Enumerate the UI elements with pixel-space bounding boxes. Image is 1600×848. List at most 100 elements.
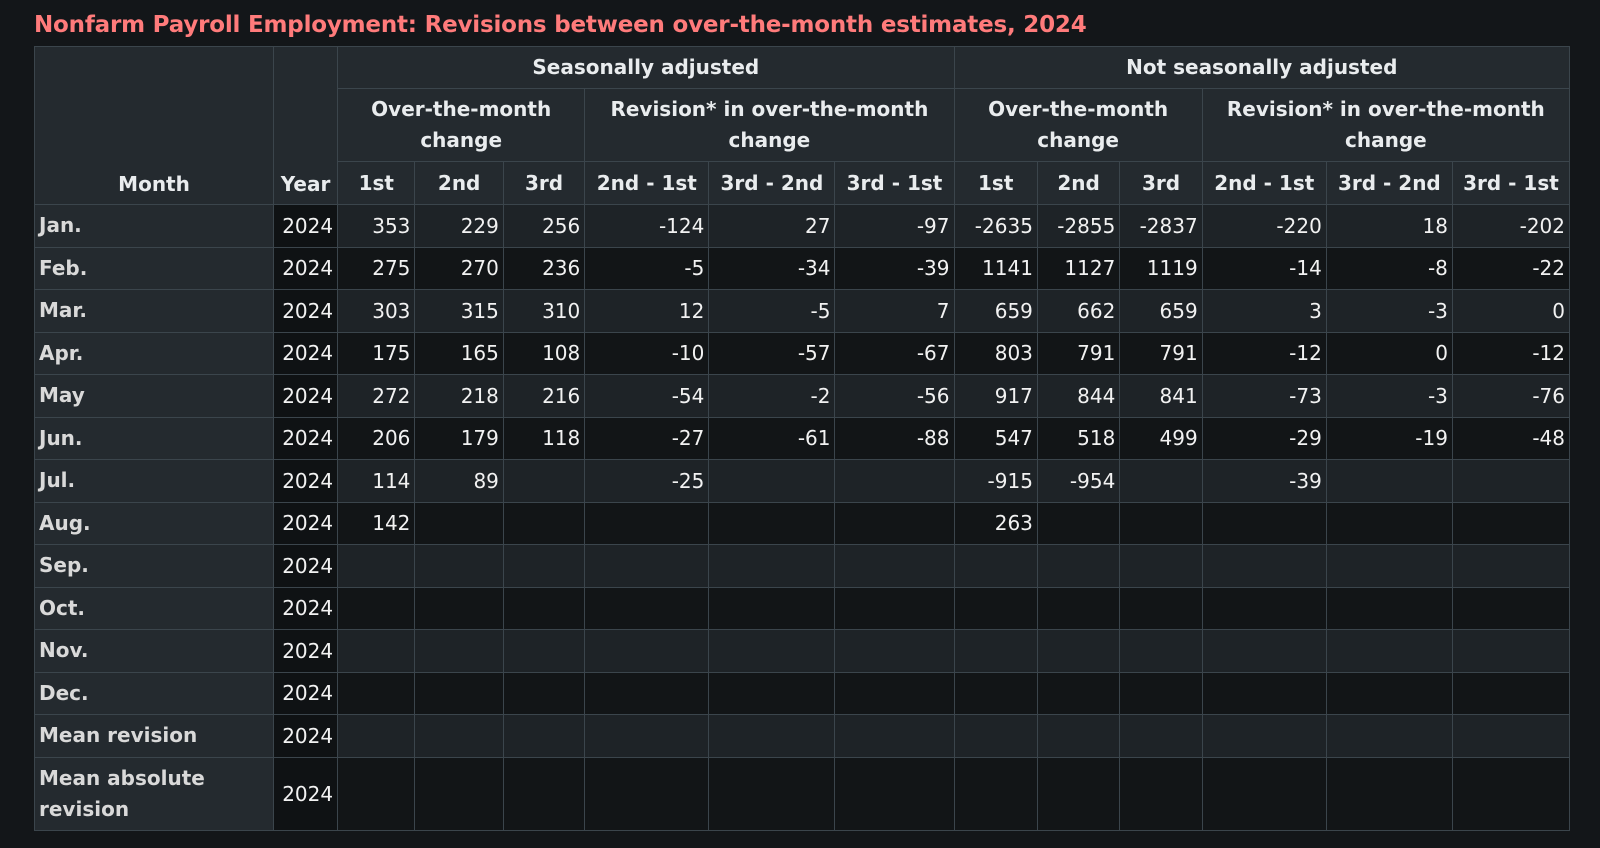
cell-sa-2 <box>414 501 504 545</box>
cell-sa-rev-3 <box>834 756 955 831</box>
cell-nsa-rev-3: 0 <box>1451 289 1571 333</box>
cell-sa-rev-1 <box>584 544 710 588</box>
cell-nsa-rev-2 <box>1325 586 1453 630</box>
cell-nsa-1 <box>953 671 1038 715</box>
cell-nsa-1: 1141 <box>953 246 1038 290</box>
cell-sa-rev-2: -57 <box>708 331 836 375</box>
cell-nsa-2: 662 <box>1036 289 1121 333</box>
cell-sa-3 <box>502 756 586 831</box>
cell-month: Mean revision <box>33 714 275 758</box>
subgroup-header-sa-revision: Revision* in over-the-month change <box>584 88 955 162</box>
cell-nsa-rev-2: -19 <box>1325 416 1453 460</box>
cell-nsa-rev-2: -8 <box>1325 246 1453 290</box>
cell-sa-1: 353 <box>337 204 416 248</box>
cell-nsa-rev-1 <box>1201 714 1327 758</box>
cell-nsa-rev-3 <box>1451 629 1571 673</box>
cell-sa-rev-1: 12 <box>584 289 710 333</box>
cell-nsa-rev-2: -3 <box>1325 289 1453 333</box>
header-row-subgroups: Over-the-month change Revision* in over-… <box>35 88 1571 162</box>
cell-sa-rev-2 <box>708 671 836 715</box>
cell-nsa-2 <box>1036 501 1121 545</box>
table-row: Mar. 2024 303 315 310 12 -5 7 659 662 659 3 -3 0 <box>33 289 1571 333</box>
cell-month: Mar. <box>33 289 275 333</box>
cell-nsa-2: 518 <box>1036 416 1121 460</box>
cell-nsa-rev-3 <box>1451 544 1571 588</box>
cell-nsa-1: 263 <box>953 501 1038 545</box>
cell-sa-1 <box>337 544 416 588</box>
cell-sa-rev-2 <box>708 629 836 673</box>
cell-sa-rev-3 <box>834 629 955 673</box>
cell-nsa-rev-3 <box>1451 714 1571 758</box>
column-header-sa-rev-2nd-1st: 2nd - 1st <box>584 161 710 205</box>
column-header-sa-1st: 1st <box>337 161 416 205</box>
cell-nsa-rev-2 <box>1325 459 1453 503</box>
cell-sa-rev-3 <box>834 714 955 758</box>
table-row: Dec. 2024 <box>33 671 1571 715</box>
cell-sa-2 <box>414 544 504 588</box>
cell-nsa-rev-2 <box>1325 756 1453 831</box>
cell-sa-rev-3 <box>834 544 955 588</box>
cell-sa-1 <box>337 756 416 831</box>
cell-nsa-3: 791 <box>1119 331 1203 375</box>
cell-nsa-rev-3: -76 <box>1451 374 1571 418</box>
cell-sa-rev-1: -25 <box>584 459 710 503</box>
cell-nsa-1: -2635 <box>953 204 1038 248</box>
table-row: Sep. 2024 <box>33 544 1571 588</box>
table-row: Apr. 2024 175 165 108 -10 -57 -67 803 791 791 -12 0-… <box>33 331 1571 375</box>
cell-nsa-1: 659 <box>953 289 1038 333</box>
cell-nsa-rev-3 <box>1451 501 1571 545</box>
cell-nsa-2 <box>1036 544 1121 588</box>
cell-sa-rev-1: -124 <box>584 204 710 248</box>
cell-year: 2024 <box>273 416 339 460</box>
cell-sa-3: 236 <box>502 246 586 290</box>
cell-nsa-1: 803 <box>953 331 1038 375</box>
cell-nsa-rev-2: 0 <box>1325 331 1453 375</box>
cell-nsa-3 <box>1119 714 1203 758</box>
cell-sa-rev-3: -67 <box>834 331 955 375</box>
cell-sa-rev-1 <box>584 501 710 545</box>
cell-year: 2024 <box>273 756 339 831</box>
cell-sa-rev-1: -54 <box>584 374 710 418</box>
cell-nsa-2 <box>1036 586 1121 630</box>
cell-nsa-rev-2 <box>1325 629 1453 673</box>
cell-sa-3 <box>502 459 586 503</box>
cell-year: 2024 <box>273 331 339 375</box>
table-row: Jan. 2024 353 229 256 -124 27 -97 -2635 -2855 -283… <box>33 204 1571 248</box>
subgroup-header-nsa-otm-change: Over-the-month change <box>953 88 1203 162</box>
cell-month: Jan. <box>33 204 275 248</box>
cell-month: Jul. <box>33 459 275 503</box>
cell-sa-rev-1: -27 <box>584 416 710 460</box>
cell-sa-2 <box>414 586 504 630</box>
cell-sa-1 <box>337 714 416 758</box>
cell-sa-3: 256 <box>502 204 586 248</box>
cell-nsa-rev-2 <box>1325 671 1453 715</box>
cell-year: 2024 <box>273 629 339 673</box>
cell-sa-rev-3: 7 <box>834 289 955 333</box>
cell-sa-rev-2 <box>708 459 836 503</box>
cell-nsa-3: 659 <box>1119 289 1203 333</box>
cell-sa-1: 114 <box>337 459 416 503</box>
cell-sa-2: 179 <box>414 416 504 460</box>
cell-nsa-3 <box>1119 586 1203 630</box>
cell-sa-2: 165 <box>414 331 504 375</box>
cell-nsa-rev-3: -202 <box>1451 204 1571 248</box>
header-row-columns: 1st 2nd 3rd 2nd - 1st 3rd - 2nd 3rd - 1s… <box>35 161 1571 205</box>
cell-sa-3 <box>502 501 586 545</box>
cell-sa-3: 108 <box>502 331 586 375</box>
cell-sa-rev-3: -97 <box>834 204 955 248</box>
cell-sa-rev-2 <box>708 756 836 831</box>
table-body: Jan. 2024 353 229 256 -124 27 -97 -2635 -2855 -283… <box>33 204 1571 831</box>
cell-nsa-rev-1: -29 <box>1201 416 1327 460</box>
cell-nsa-rev-1 <box>1201 671 1327 715</box>
cell-sa-rev-1 <box>584 756 710 831</box>
column-header-year: Year <box>273 46 339 205</box>
cell-nsa-1: -915 <box>953 459 1038 503</box>
cell-month: Mean absolute revision <box>33 756 275 831</box>
cell-nsa-2: 1127 <box>1036 246 1121 290</box>
cell-nsa-3: 1119 <box>1119 246 1203 290</box>
cell-nsa-rev-2 <box>1325 714 1453 758</box>
column-header-nsa-3rd: 3rd <box>1119 161 1203 205</box>
cell-nsa-rev-1: -220 <box>1201 204 1327 248</box>
table-row: Feb. 2024 275 270 236 -5 -34 -39 1141 1127 1119 -14… <box>33 246 1571 290</box>
